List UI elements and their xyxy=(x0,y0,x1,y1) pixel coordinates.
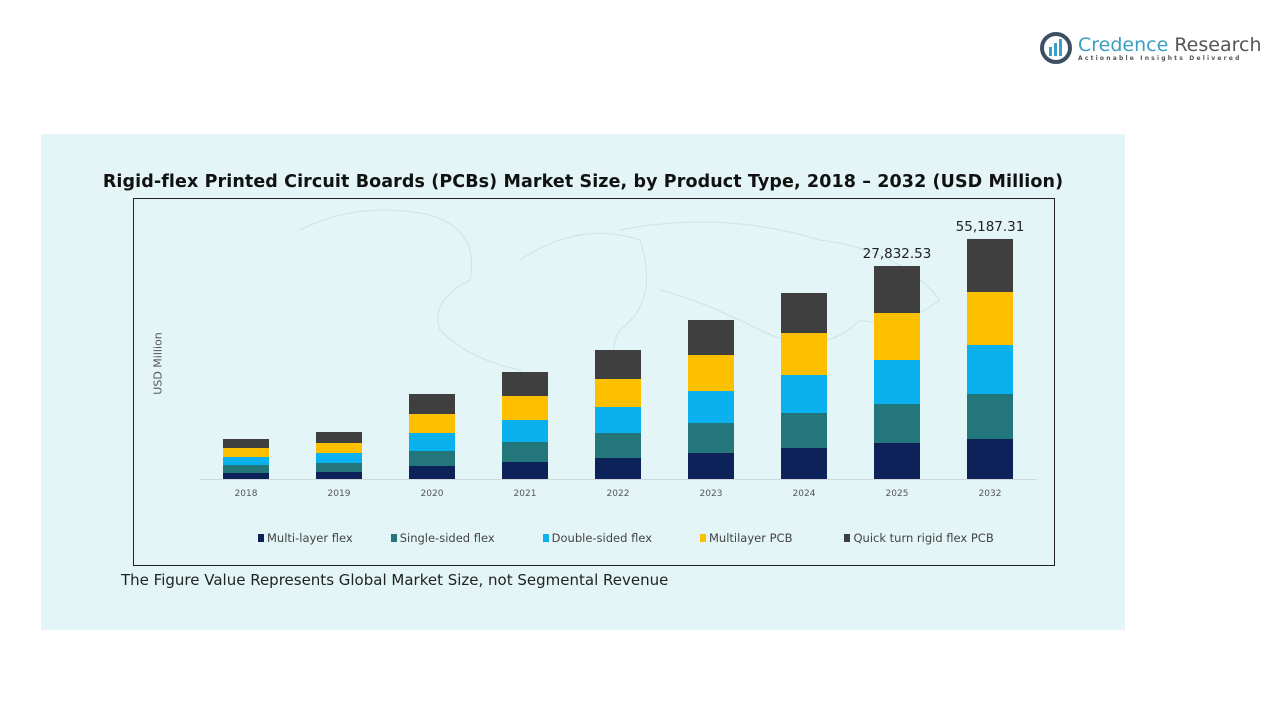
footnote: The Figure Value Represents Global Marke… xyxy=(121,571,669,589)
logo-name-1: Credence xyxy=(1078,33,1169,56)
legend-label: Double-sided flex xyxy=(551,531,652,545)
bar-segment-2024-4 xyxy=(781,293,827,334)
data-label-2025: 27,832.53 xyxy=(863,246,932,262)
chart-title: Rigid-flex Printed Circuit Boards (PCBs)… xyxy=(102,172,1064,192)
bar-segment-2020-3 xyxy=(409,413,455,433)
bar-segment-2025-2 xyxy=(874,359,920,405)
logo-icon xyxy=(1040,32,1072,64)
bar-segment-2025-3 xyxy=(874,313,920,360)
bar-segment-2018-2 xyxy=(223,457,269,466)
data-label-2032: 55,187.31 xyxy=(956,219,1025,235)
legend-swatch xyxy=(700,534,706,542)
x-tick-label: 2025 xyxy=(886,489,909,499)
bar-segment-2024-0 xyxy=(781,447,827,479)
bar-segment-2032-2 xyxy=(967,344,1013,394)
bar-segment-2019-1 xyxy=(316,462,362,472)
legend-item: Multilayer PCB xyxy=(700,531,792,545)
bar-segment-2023-3 xyxy=(688,355,734,392)
bar-segment-2021-2 xyxy=(502,420,548,443)
logo-tagline: Actionable Insights Delivered xyxy=(1078,54,1242,62)
bar-segment-2020-0 xyxy=(409,465,455,479)
chart-legend: Multi-layer flex Single-sided flex Double-… xyxy=(258,531,994,545)
bar-segment-2032-1 xyxy=(967,393,1013,439)
credence-research-logo: Credence Research Actionable Insights De… xyxy=(1040,32,1261,64)
legend-swatch xyxy=(542,534,549,542)
bar-segment-2022-0 xyxy=(595,458,641,479)
bar-segment-2024-1 xyxy=(781,413,827,448)
bar-segment-2018-1 xyxy=(223,465,269,474)
bar-segment-2022-2 xyxy=(595,407,641,433)
legend-label: Multi-layer flex xyxy=(267,531,353,545)
bar-segment-2023-2 xyxy=(688,391,734,424)
bar-segment-2020-1 xyxy=(409,450,455,466)
logo-name-2: Research xyxy=(1174,33,1262,56)
legend-label: Single-sided flex xyxy=(399,531,495,545)
bar-segment-2023-0 xyxy=(688,453,734,479)
legend-label: Quick turn rigid flex PCB xyxy=(853,531,994,545)
x-tick-label: 2024 xyxy=(793,489,816,499)
legend-item: Double-sided flex xyxy=(542,531,652,545)
bar-segment-2025-0 xyxy=(874,443,920,479)
bar-segment-2021-0 xyxy=(502,462,548,479)
legend-swatch xyxy=(844,534,851,542)
bar-segment-2019-2 xyxy=(316,452,362,463)
chart-frame xyxy=(133,198,1055,566)
bar-segment-2022-3 xyxy=(595,379,641,408)
legend-item: Multi-layer flex xyxy=(258,531,353,545)
bar-segment-2022-4 xyxy=(595,350,641,379)
bar-segment-2019-4 xyxy=(316,431,362,443)
bar-segment-2018-4 xyxy=(223,439,269,449)
bar-segment-2023-1 xyxy=(688,423,734,454)
x-tick-label: 2021 xyxy=(514,489,537,499)
x-tick-label: 2018 xyxy=(235,489,258,499)
legend-item: Quick turn rigid flex PCB xyxy=(844,531,994,545)
bar-segment-2032-4 xyxy=(967,238,1013,292)
bar-segment-2032-3 xyxy=(967,291,1013,345)
bar-segment-2022-1 xyxy=(595,432,641,459)
bar-segment-2024-3 xyxy=(781,333,827,376)
bar-segment-2023-4 xyxy=(688,320,734,356)
legend-item: Single-sided flex xyxy=(390,531,495,545)
x-tick-label: 2023 xyxy=(700,489,723,499)
bar-segment-2019-3 xyxy=(316,442,362,453)
bar-segment-2025-1 xyxy=(874,404,920,444)
bar-segment-2024-2 xyxy=(781,375,827,414)
bar-segment-2025-4 xyxy=(874,266,920,314)
bar-segment-2018-3 xyxy=(223,448,269,458)
legend-label: Multilayer PCB xyxy=(709,531,793,545)
x-tick-label: 2020 xyxy=(421,489,444,499)
x-tick-label: 2019 xyxy=(328,489,351,499)
bar-segment-2021-1 xyxy=(502,442,548,463)
x-tick-label: 2022 xyxy=(607,489,630,499)
bar-segment-2020-2 xyxy=(409,432,455,451)
bar-segment-2018-0 xyxy=(223,473,269,479)
bar-segment-2019-0 xyxy=(316,471,362,479)
legend-swatch xyxy=(258,534,264,542)
bar-segment-2021-4 xyxy=(502,372,548,397)
x-tick-label: 2032 xyxy=(979,489,1002,499)
legend-swatch xyxy=(390,534,397,542)
chart-panel xyxy=(41,134,1125,630)
bar-segment-2032-0 xyxy=(967,439,1013,479)
bar-segment-2020-4 xyxy=(409,393,455,414)
bar-segment-2021-3 xyxy=(502,396,548,421)
